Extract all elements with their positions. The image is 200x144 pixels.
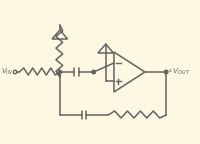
Circle shape [164,70,168,74]
Text: $\circ\,V_{OUT}$: $\circ\,V_{OUT}$ [167,67,191,77]
Circle shape [92,70,95,74]
Circle shape [58,70,62,74]
Text: $V_{IN}$: $V_{IN}$ [1,67,13,77]
